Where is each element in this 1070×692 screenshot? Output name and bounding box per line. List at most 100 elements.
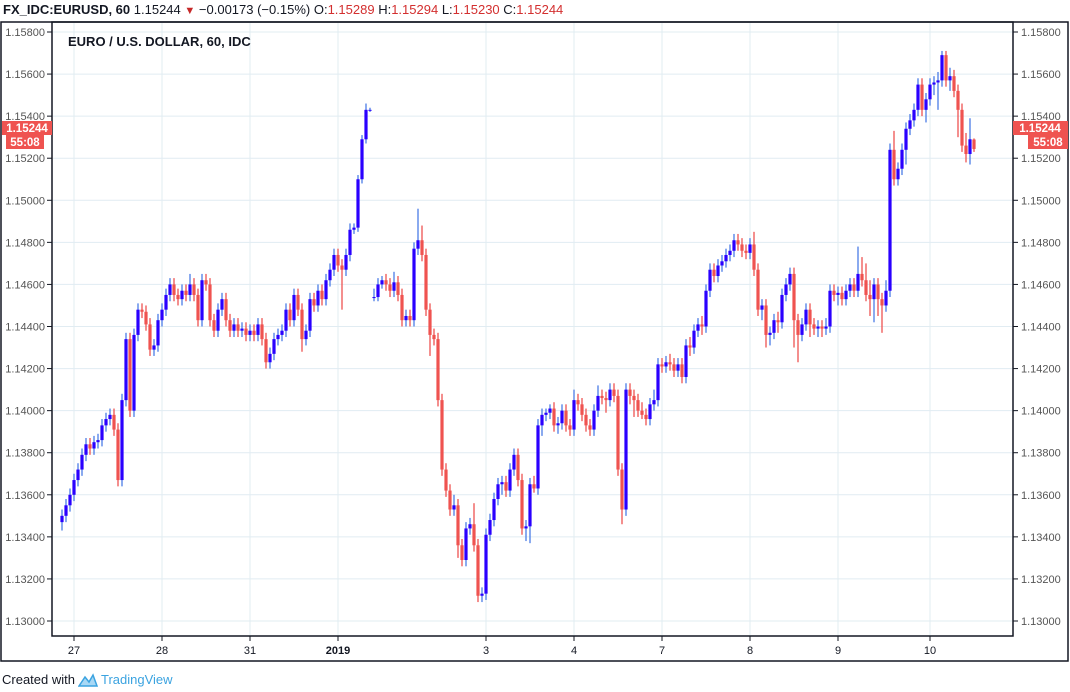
candle [288, 303, 292, 327]
candle [480, 587, 484, 603]
candle [840, 286, 844, 306]
candle [836, 286, 840, 306]
candle [136, 303, 140, 342]
candle-body [928, 84, 932, 100]
x-tick-label: 28 [156, 645, 168, 657]
candle-body [652, 400, 656, 405]
candle [380, 276, 384, 289]
candle [72, 473, 76, 502]
candle-body [128, 339, 132, 411]
grid [53, 23, 1012, 635]
candle-body [528, 484, 532, 527]
candle [940, 50, 944, 87]
candle-body [288, 309, 292, 321]
y-tick-label-right: 1.13400 [1021, 532, 1061, 544]
candle-body [196, 294, 200, 321]
candle [448, 484, 452, 516]
y-tick-label-right: 1.15400 [1021, 111, 1061, 123]
candle-body [368, 109, 372, 111]
candle [852, 278, 856, 298]
candle-body [840, 292, 844, 300]
candle-body [480, 593, 484, 596]
candle [60, 509, 64, 531]
y-tick-label-right: 1.14000 [1021, 406, 1061, 418]
candle [384, 273, 388, 291]
candle [224, 292, 228, 327]
candle-body [328, 269, 332, 281]
candle-body [244, 328, 248, 335]
candle [180, 284, 184, 306]
candle-body [344, 254, 348, 270]
y-tick-label-left: 1.13800 [5, 448, 45, 460]
y-tick-label-left: 1.13600 [5, 490, 45, 502]
y-tick-label-right: 1.13000 [1021, 616, 1061, 628]
candle-body [764, 305, 768, 335]
open-value: 1.15289 [327, 2, 375, 17]
candle-body [112, 414, 116, 430]
x-tick-label: 10 [924, 645, 936, 657]
triangle-down-icon: ▼ [184, 5, 196, 17]
candle-body [308, 299, 312, 331]
candle-body [100, 425, 104, 441]
candle [548, 404, 552, 420]
candle-body [80, 454, 84, 470]
candle [932, 76, 936, 96]
candle-body [896, 168, 900, 180]
x-axis[interactable]: 27 28 31 2019 3 4 7 8 9 10 [68, 636, 936, 657]
candle-body [820, 326, 824, 329]
candle [624, 383, 628, 516]
candle [220, 292, 224, 316]
high-label: H: [378, 2, 392, 17]
candle-body [892, 149, 896, 180]
candle [268, 347, 272, 369]
candle [352, 223, 356, 234]
candle-body [380, 280, 384, 285]
candle [436, 332, 440, 407]
candle [344, 248, 348, 277]
candle-body [192, 284, 196, 295]
tradingview-link[interactable]: TradingView [100, 672, 173, 687]
candle [104, 412, 108, 432]
candle-body [908, 120, 912, 129]
candle-body [684, 345, 688, 377]
candle [296, 288, 300, 316]
candle [388, 278, 392, 298]
candle [952, 69, 956, 98]
candle-body [404, 315, 408, 321]
candle-body [296, 294, 300, 310]
candle [348, 223, 352, 262]
candle [280, 324, 284, 342]
candle [696, 318, 700, 338]
y-tick-label-right: 1.13200 [1021, 574, 1061, 586]
candle [944, 50, 948, 87]
candle [128, 332, 132, 417]
candle-body [312, 299, 316, 306]
candle [340, 259, 344, 310]
candle-body [564, 410, 568, 426]
candle-body [688, 345, 692, 348]
candle [604, 391, 608, 413]
candle [592, 404, 596, 436]
candle-body [612, 389, 616, 396]
candle [156, 313, 160, 352]
candle-body [656, 364, 660, 401]
candle-body [556, 423, 560, 426]
candle [228, 313, 232, 338]
candle [608, 383, 612, 407]
y-tick-label-left: 1.13000 [5, 616, 45, 628]
candle-body [660, 364, 664, 367]
candle [844, 284, 848, 306]
candle-body [664, 362, 668, 367]
candle-body [912, 109, 916, 121]
candle-body [464, 528, 468, 560]
tradingview-logo-icon[interactable] [77, 672, 98, 687]
candle-body [276, 334, 280, 340]
candle-body [172, 284, 176, 295]
candle-body [700, 324, 704, 327]
y-axis[interactable]: 1.15800 1.15800 1.15600 1.15600 1.15400 1.154… [5, 27, 1061, 628]
y-tick-label-left: 1.15000 [5, 195, 45, 207]
candle-body [948, 76, 952, 81]
candle-body [568, 425, 572, 430]
candle [432, 328, 436, 346]
